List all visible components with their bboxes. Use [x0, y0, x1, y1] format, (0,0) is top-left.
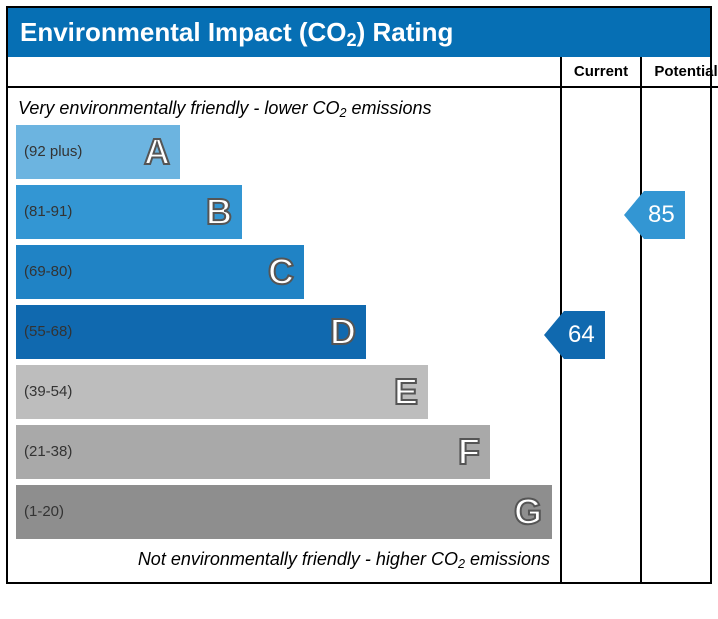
current-pointer: 64 — [544, 311, 605, 359]
band-letter-g: G — [514, 491, 542, 533]
band-range-b: (81-91) — [16, 203, 72, 220]
current-pointer-value: 64 — [564, 311, 605, 359]
potential-column: 85 — [640, 88, 718, 582]
band-range-a: (92 plus) — [16, 143, 82, 160]
bands-host: (92 plus) A (81-91) B (69-80) C (55-68) D (39-54… — [16, 125, 552, 539]
title-text-suffix: ) Rating — [357, 17, 454, 47]
potential-pointer-value: 85 — [644, 191, 685, 239]
header-blank — [8, 57, 560, 88]
band-letter-a: A — [144, 131, 170, 173]
band-letter-f: F — [458, 431, 480, 473]
title-sub: 2 — [347, 30, 357, 50]
band-range-e: (39-54) — [16, 383, 72, 400]
band-range-f: (21-38) — [16, 443, 72, 460]
band-e: (39-54) E — [16, 365, 428, 419]
band-b: (81-91) B — [16, 185, 242, 239]
caption-bottom-prefix: Not environmentally friendly - higher CO — [138, 549, 458, 569]
band-letter-e: E — [394, 371, 418, 413]
current-column: 64 — [560, 88, 640, 582]
caption-bottom-sub: 2 — [458, 557, 465, 571]
potential-pointer-arrow — [624, 191, 644, 239]
caption-bottom-suffix: emissions — [465, 549, 550, 569]
epc-chart: Environmental Impact (CO2) Rating Curren… — [6, 6, 712, 584]
chart-title: Environmental Impact (CO2) Rating — [8, 8, 710, 57]
band-letter-d: D — [330, 311, 356, 353]
band-f: (21-38) F — [16, 425, 490, 479]
band-letter-b: B — [206, 191, 232, 233]
caption-top-suffix: emissions — [346, 98, 431, 118]
band-range-g: (1-20) — [16, 503, 64, 520]
caption-top: Very environmentally friendly - lower CO… — [16, 94, 552, 125]
potential-pointer: 85 — [624, 191, 685, 239]
caption-top-prefix: Very environmentally friendly - lower CO — [18, 98, 339, 118]
bands-column: Very environmentally friendly - lower CO… — [8, 88, 560, 582]
title-text-prefix: Environmental Impact (CO — [20, 17, 347, 47]
band-c: (69-80) C — [16, 245, 304, 299]
header-potential: Potential — [640, 57, 718, 88]
caption-bottom: Not environmentally friendly - higher CO… — [16, 545, 552, 576]
band-range-d: (55-68) — [16, 323, 72, 340]
band-g: (1-20) G — [16, 485, 552, 539]
caption-top-sub: 2 — [339, 106, 346, 120]
band-range-c: (69-80) — [16, 263, 72, 280]
current-pointer-arrow — [544, 311, 564, 359]
band-d: (55-68) D — [16, 305, 366, 359]
band-a: (92 plus) A — [16, 125, 180, 179]
header-current: Current — [560, 57, 640, 88]
chart-grid: Current Potential Very environmentally f… — [8, 57, 710, 582]
band-letter-c: C — [268, 251, 294, 293]
